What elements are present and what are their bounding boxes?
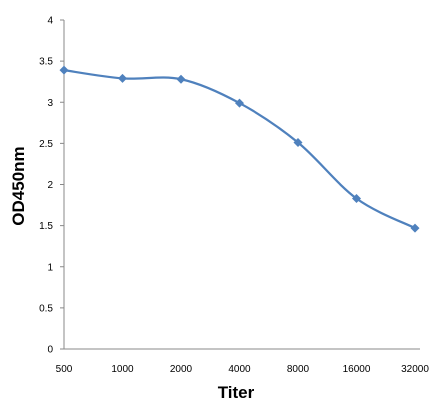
x-tick-label: 4000 [228, 364, 251, 375]
y-tick-label: 2 [47, 180, 53, 191]
data-point [293, 138, 303, 148]
y-tick-label: 1.5 [39, 221, 53, 232]
series-line [63, 69, 416, 230]
x-axis-ticks: 500 1000 2000 4000 8000 16000 32000 [56, 364, 430, 375]
y-tick-label: 2.5 [39, 139, 53, 150]
y-tick-label: 0.5 [39, 303, 53, 314]
data-point [118, 73, 127, 83]
data-point [352, 193, 361, 203]
data-point [235, 98, 244, 108]
y-tick-label: 3 [47, 98, 53, 109]
x-tick-label: 8000 [287, 364, 310, 375]
series-markers [59, 65, 420, 233]
y-tick-label: 4 [47, 16, 53, 27]
data-point [176, 74, 186, 84]
x-tick-label: 500 [56, 364, 73, 375]
y-tick-label: 3.5 [39, 57, 53, 68]
x-axis-title: Titer [218, 383, 255, 402]
y-tick-label: 0 [47, 345, 53, 356]
x-tick-label: 32000 [401, 364, 429, 375]
data-point [410, 223, 420, 233]
x-tick-label: 1000 [111, 364, 134, 375]
x-tick-label: 2000 [170, 364, 193, 375]
data-point [59, 65, 69, 75]
y-axis-title: OD450nm [9, 146, 28, 225]
y-axis-ticks: 0 0.5 1 1.5 2 2.5 3 3.5 4 [39, 16, 64, 356]
y-tick-label: 1 [47, 262, 53, 273]
x-tick-label: 16000 [343, 364, 371, 375]
